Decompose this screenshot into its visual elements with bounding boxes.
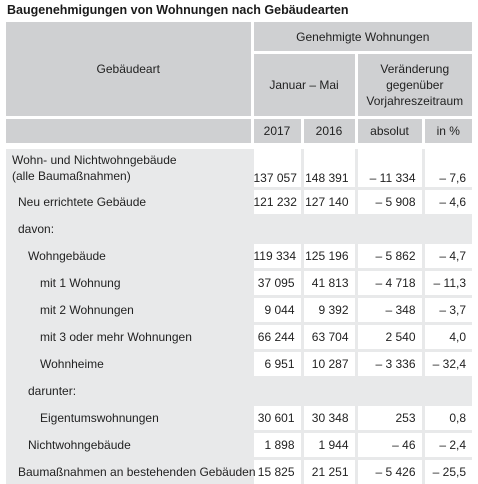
row-label: Wohngebäude: [6, 243, 252, 270]
cell-2016: 148 391: [302, 146, 356, 189]
cell-2017: 30 601: [252, 405, 302, 432]
table-title: Baugenehmigungen von Wohnungen nach Gebä…: [7, 3, 348, 17]
cell-2016: 9 392: [302, 297, 356, 324]
cell-2016: 127 140: [302, 189, 356, 216]
header-empty: [6, 118, 252, 147]
cell-pct: – 4,6: [423, 189, 472, 216]
cell-absolut: – 46: [356, 432, 423, 459]
table-row: Baumaßnahmen an bestehenden Gebäuden 15 …: [6, 459, 472, 484]
header-genehmigte-wohnungen: Genehmigte Wohnungen: [252, 22, 472, 53]
cell-2016: 63 704: [302, 324, 356, 351]
header-veraenderung: Veränderung gegenüber Vorjahreszeitraum: [356, 53, 472, 118]
table-row: mit 1 Wohnung 37 095 41 813 – 4 718 – 11…: [6, 270, 472, 297]
cell-2017: 66 244: [252, 324, 302, 351]
row-label-line2: (alle Baumaßnahmen): [12, 168, 251, 184]
cell-2017: 121 232: [252, 189, 302, 216]
cell-pct: – 2,4: [423, 432, 472, 459]
row-label: davon:: [6, 216, 252, 243]
cell-absolut: – 11 334: [356, 146, 423, 189]
table-row: darunter:: [6, 378, 472, 405]
row-label: Wohn- und Nichtwohngebäude (alle Baumaßn…: [6, 146, 252, 189]
empty-cells: [252, 216, 472, 243]
cell-2016: 21 251: [302, 459, 356, 484]
cell-absolut: – 5 908: [356, 189, 423, 216]
row-label: mit 3 oder mehr Wohnungen: [6, 324, 252, 351]
cell-pct: 4,0: [423, 324, 472, 351]
table-row: Eigentumswohnungen 30 601 30 348 253 0,8: [6, 405, 472, 432]
row-label: Nichtwohngebäude: [6, 432, 252, 459]
empty-cells: [252, 378, 472, 405]
row-label: mit 2 Wohnungen: [6, 297, 252, 324]
row-label: Wohnheime: [6, 351, 252, 378]
cell-2017: 9 044: [252, 297, 302, 324]
header-januar-mai: Januar – Mai: [252, 53, 356, 118]
table-row: Wohngebäude 119 334 125 196 – 5 862 – 4,…: [6, 243, 472, 270]
cell-absolut: 253: [356, 405, 423, 432]
row-label-line1: Wohn- und Nichtwohngebäude: [12, 152, 251, 168]
table-row: Wohnheime 6 951 10 287 – 3 336 – 32,4: [6, 351, 472, 378]
cell-pct: – 32,4: [423, 351, 472, 378]
cell-2017: 1 898: [252, 432, 302, 459]
cell-pct: 0,8: [423, 405, 472, 432]
cell-pct: – 25,5: [423, 459, 472, 484]
cell-pct: – 7,6: [423, 146, 472, 189]
table-row: mit 3 oder mehr Wohnungen 66 244 63 704 …: [6, 324, 472, 351]
cell-absolut: – 3 336: [356, 351, 423, 378]
cell-2017: 137 057: [252, 146, 302, 189]
row-label: Eigentumswohnungen: [6, 405, 252, 432]
cell-absolut: – 348: [356, 297, 423, 324]
cell-pct: – 4,7: [423, 243, 472, 270]
cell-2017: 119 334: [252, 243, 302, 270]
cell-absolut: – 5 862: [356, 243, 423, 270]
row-label: Baumaßnahmen an bestehenden Gebäuden: [6, 459, 252, 484]
cell-pct: – 3,7: [423, 297, 472, 324]
table-row: Wohn- und Nichtwohngebäude (alle Baumaßn…: [6, 146, 472, 189]
cell-2016: 125 196: [302, 243, 356, 270]
row-label: Neu errichtete Gebäude: [6, 189, 252, 216]
header-gebaeudeart: Gebäudeart: [6, 22, 252, 118]
header-2017: 2017: [252, 118, 302, 147]
cell-2017: 6 951: [252, 351, 302, 378]
cell-2016: 30 348: [302, 405, 356, 432]
cell-2016: 41 813: [302, 270, 356, 297]
cell-pct: – 11,3: [423, 270, 472, 297]
cell-2017: 37 095: [252, 270, 302, 297]
table-row: davon:: [6, 216, 472, 243]
cell-absolut: – 5 426: [356, 459, 423, 484]
cell-2017: 15 825: [252, 459, 302, 484]
cell-2016: 1 944: [302, 432, 356, 459]
header-absolut: absolut: [356, 118, 423, 147]
header-in-pct: in %: [423, 118, 472, 147]
housing-permits-table: Gebäudeart Genehmigte Wohnungen Januar –…: [6, 22, 472, 484]
table-row: mit 2 Wohnungen 9 044 9 392 – 348 – 3,7: [6, 297, 472, 324]
row-label: mit 1 Wohnung: [6, 270, 252, 297]
table-row: Nichtwohngebäude 1 898 1 944 – 46 – 2,4: [6, 432, 472, 459]
cell-absolut: 2 540: [356, 324, 423, 351]
table-row: Neu errichtete Gebäude 121 232 127 140 –…: [6, 189, 472, 216]
cell-absolut: – 4 718: [356, 270, 423, 297]
row-label: darunter:: [6, 378, 252, 405]
header-2016: 2016: [302, 118, 356, 147]
cell-2016: 10 287: [302, 351, 356, 378]
